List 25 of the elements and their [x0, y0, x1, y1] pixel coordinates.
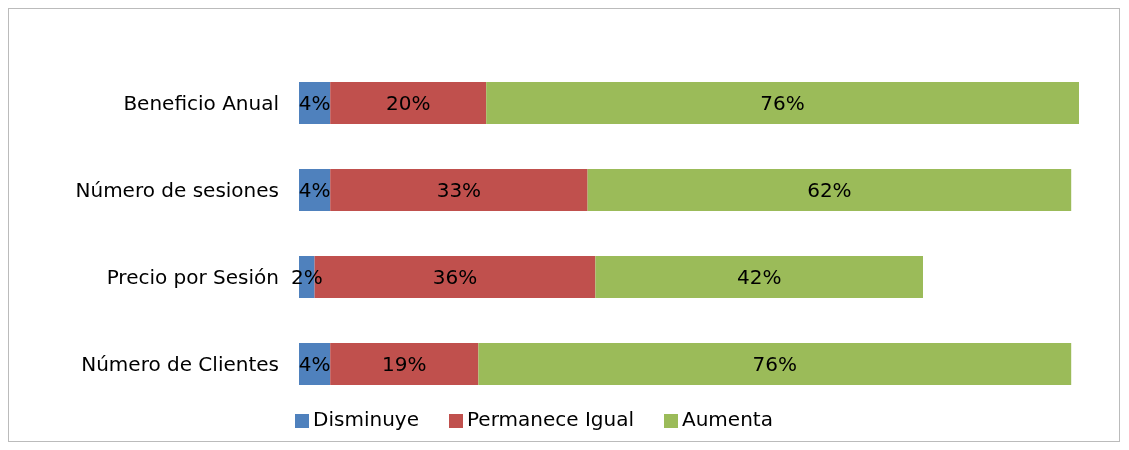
legend-label: Aumenta: [681, 407, 773, 431]
data-label: 4%: [298, 91, 331, 115]
data-label: 4%: [298, 352, 331, 376]
legend-label: Permanece Igual: [467, 407, 634, 431]
data-label: 76%: [752, 352, 798, 376]
y-tick-label: Número de sesiones: [75, 177, 279, 202]
data-label: 4%: [298, 178, 331, 202]
data-label: 36%: [432, 265, 478, 289]
data-label: 20%: [385, 91, 431, 115]
bar: [478, 343, 1072, 385]
data-label: 42%: [736, 265, 782, 289]
y-tick-label: Beneficio Anual: [123, 90, 279, 115]
legend-label: Disminuye: [313, 407, 419, 431]
bar: [587, 169, 1072, 211]
bar: [330, 82, 487, 124]
data-label: 62%: [807, 178, 852, 202]
y-tick-label: Número de Clientes: [81, 351, 279, 376]
bar: [486, 82, 1079, 124]
bar: [330, 169, 588, 211]
y-tick-label: Precio por Sesión: [106, 264, 279, 289]
data-label: 33%: [436, 178, 482, 202]
data-label: 76%: [760, 91, 805, 115]
bar: [330, 343, 479, 385]
data-label: 19%: [382, 352, 427, 376]
bar: [595, 256, 923, 298]
